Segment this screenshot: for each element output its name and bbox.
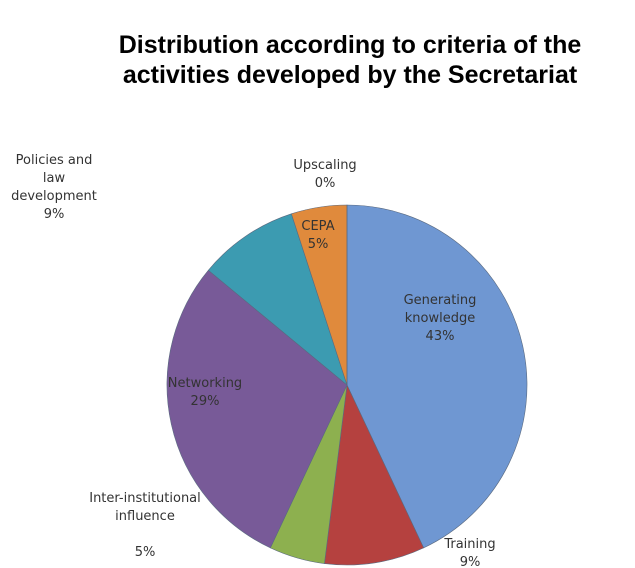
value-label: 5% — [134, 545, 156, 560]
category-label: Inter-institutional influence — [89, 491, 201, 524]
value-label: 5% — [307, 237, 329, 252]
slice-label: CEPA 5% — [288, 218, 348, 254]
slice-label: Upscaling 0% — [270, 157, 380, 193]
category-label: Policies and law development — [11, 153, 97, 204]
value-label: 9% — [459, 555, 481, 568]
category-label: CEPA — [301, 219, 335, 234]
category-label: Upscaling — [293, 158, 357, 173]
slice-label: Inter-institutional influence 5% — [70, 490, 220, 562]
pie-slice — [166, 269, 348, 549]
value-label: 29% — [190, 394, 220, 409]
pie-slice — [324, 383, 425, 566]
slice-label: Policies and law development 9% — [8, 152, 100, 224]
value-label: 0% — [314, 176, 336, 191]
value-label: 9% — [43, 207, 65, 222]
category-label: Networking — [167, 376, 243, 391]
slice-label: Generating knowledge 43% — [385, 292, 495, 346]
slice-label: Networking 29% — [150, 375, 260, 411]
value-label: 43% — [425, 329, 455, 344]
pie-slice — [207, 213, 348, 386]
slice-label: Training 9% — [425, 536, 515, 568]
category-label: Training — [444, 537, 496, 552]
chart-title: Distribution according to criteria of th… — [118, 31, 582, 89]
pie-slice — [346, 204, 528, 549]
category-label: Generating knowledge — [403, 293, 477, 326]
